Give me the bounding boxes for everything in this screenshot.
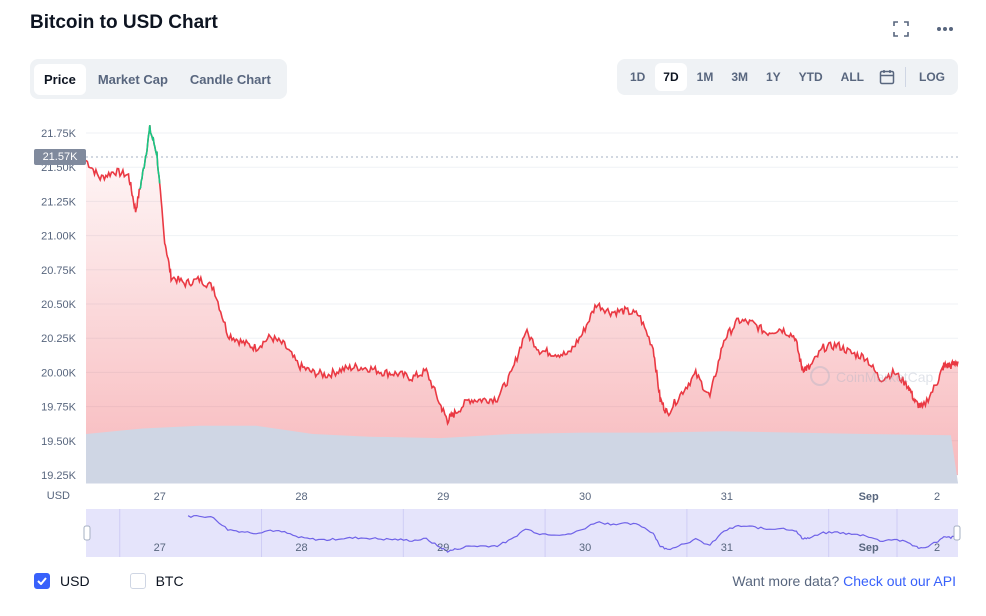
y-tick-label: 19.25K <box>41 470 77 482</box>
y-tick-label: 19.50K <box>41 436 77 448</box>
chart-type-tabs: Price Market Cap Candle Chart <box>30 59 287 99</box>
x-tick-label: Sep <box>859 491 879 503</box>
range-1m[interactable]: 1M <box>696 70 714 84</box>
btc-label: BTC <box>155 573 184 589</box>
usd-label: USD <box>60 573 90 589</box>
watermark: CoinMarketCap <box>810 366 933 386</box>
volume-area <box>86 425 958 483</box>
calendar-icon[interactable] <box>873 69 901 85</box>
x-axis: 27 28 29 30 31 Sep 2 <box>154 491 940 503</box>
range-divider <box>905 67 906 87</box>
x-tick-label: 30 <box>579 491 591 503</box>
y-axis: 21.75K 21.50K 21.25K 21.00K 20.75K 20.50K 20.2… <box>41 128 77 482</box>
navigator-x-label: 29 <box>437 542 449 554</box>
watermark-text: CoinMarketCap <box>836 369 933 385</box>
navigator-bg <box>86 509 958 557</box>
y-tick-label: 20.00K <box>41 367 77 379</box>
navigator-line <box>187 514 959 553</box>
fullscreen-icon[interactable] <box>890 18 912 40</box>
log-toggle[interactable]: LOG <box>919 70 945 84</box>
api-link[interactable]: Check out our API <box>843 573 956 589</box>
price-spike <box>139 125 161 190</box>
navigator-x-label: 30 <box>579 542 591 554</box>
y-tick-label: 21.75K <box>41 128 77 140</box>
y-tick-label: 21.25K <box>41 196 77 208</box>
current-price-tag: 21.57K <box>34 149 86 165</box>
y-tick-label: 20.25K <box>41 333 77 345</box>
x-tick-label: 29 <box>437 491 449 503</box>
range-all[interactable]: ALL <box>840 70 864 84</box>
currency-label: USD <box>47 490 70 502</box>
navigator-x-label: 31 <box>721 542 733 554</box>
usd-checkbox[interactable] <box>34 573 50 589</box>
x-tick-label: 2 <box>934 491 940 503</box>
tab-price[interactable]: Price <box>34 63 86 95</box>
navigator-handle-right[interactable] <box>953 525 961 541</box>
navigator-x-label: 2 <box>934 542 940 554</box>
x-tick-label: 28 <box>295 491 307 503</box>
range-ytd[interactable]: YTD <box>798 70 823 84</box>
navigator-handle-left[interactable] <box>83 525 91 541</box>
y-tick-label: 19.75K <box>41 402 77 414</box>
x-tick-label: 27 <box>154 491 166 503</box>
navigator-grid <box>119 509 898 557</box>
navigator-x-labels: 27 28 29 30 31 Sep 2 <box>154 542 940 554</box>
more-icon[interactable] <box>934 18 956 40</box>
navigator-x-label: 27 <box>154 542 166 554</box>
y-tick-label: 21.00K <box>41 231 77 243</box>
range-1y[interactable]: 1Y <box>765 70 781 84</box>
more-data-text: Want more data? <box>732 573 840 589</box>
range-7d[interactable]: 7D <box>655 63 687 91</box>
range-selector: 1D 7D 1M 3M 1Y YTD ALL LOG <box>616 59 958 95</box>
navigator-x-label: Sep <box>859 542 879 554</box>
price-area <box>86 125 958 475</box>
x-tick-label: 31 <box>721 491 733 503</box>
range-3m[interactable]: 3M <box>731 70 748 84</box>
y-tick-label: 20.50K <box>41 299 77 311</box>
y-tick-label: 21.50K <box>41 162 77 174</box>
page-title: Bitcoin to USD Chart <box>30 12 218 33</box>
range-1d[interactable]: 1D <box>629 70 646 84</box>
tab-market-cap[interactable]: Market Cap <box>97 71 168 87</box>
tab-candle-chart[interactable]: Candle Chart <box>189 71 271 87</box>
navigator-x-label: 28 <box>295 542 307 554</box>
btc-checkbox[interactable] <box>129 573 146 589</box>
price-line <box>85 125 959 426</box>
y-tick-label: 20.75K <box>41 265 77 277</box>
